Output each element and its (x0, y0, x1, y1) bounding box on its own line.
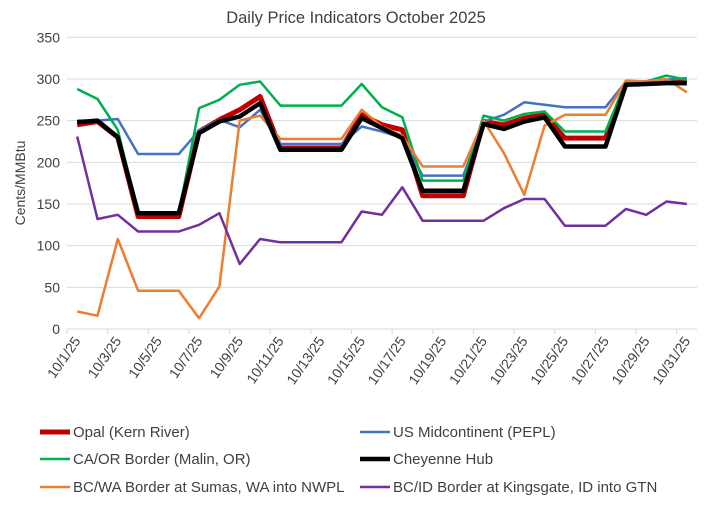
x-tick-label: 10/31/25 (649, 333, 693, 387)
legend-item: BC/WA Border at Sumas, WA into NWPL (40, 479, 344, 496)
legend-label: BC/WA Border at Sumas, WA into NWPL (73, 479, 344, 496)
x-tick-label: 10/15/25 (324, 333, 368, 387)
legend-label: Cheyenne Hub (393, 451, 493, 468)
x-tick-label: 10/5/25 (125, 333, 165, 381)
legend-item: Opal (Kern River) (40, 424, 190, 441)
series-line-1 (77, 76, 687, 177)
y-axis-label: Cents/MMBtu (12, 141, 28, 226)
y-tick-label: 100 (37, 238, 61, 254)
chart-title: Daily Price Indicators October 2025 (226, 9, 486, 27)
series-line-0 (76, 78, 688, 219)
legend-label: Opal (Kern River) (73, 424, 190, 441)
x-tick-label: 10/11/25 (243, 333, 287, 386)
x-tick-label: 10/29/25 (608, 333, 652, 387)
x-tick-label: 10/3/25 (84, 333, 124, 381)
y-tick-label: 350 (37, 29, 61, 45)
series-line-3 (77, 80, 687, 216)
y-tick-label: 0 (52, 321, 60, 337)
x-tick-label: 10/21/25 (446, 333, 490, 387)
series-line-5 (75, 136, 687, 266)
x-tick-label: 10/13/25 (283, 333, 327, 387)
series-lines (75, 74, 688, 320)
gridlines (66, 36, 697, 334)
y-tick-label: 250 (37, 113, 61, 129)
x-tick-label: 10/19/25 (405, 333, 449, 387)
y-tick-label: 50 (44, 279, 60, 295)
x-tick-label: 10/1/25 (44, 333, 84, 381)
legend-item: CA/OR Border (Malin, OR) (40, 451, 251, 468)
x-tick-labels: 10/1/25 10/3/25 10/5/25 10/7/25 10/9/2510/11… (44, 333, 694, 387)
x-tick-label: 10/27/25 (568, 333, 612, 387)
y-tick-labels: 0 50 100 150 200 250 300 350 (37, 29, 61, 337)
series-line-4 (76, 77, 688, 320)
legend-item: BC/ID Border at Kingsgate, ID into GTN (360, 479, 657, 496)
legend-label: BC/ID Border at Kingsgate, ID into GTN (393, 479, 657, 496)
x-tick-label: 10/17/25 (364, 333, 408, 387)
y-tick-label: 200 (37, 154, 61, 170)
legend-label: US Midcontinent (PEPL) (393, 424, 556, 441)
x-tick-label: 10/7/25 (166, 333, 206, 381)
y-tick-label: 300 (37, 71, 61, 87)
legend-item: Cheyenne Hub (360, 451, 493, 468)
legend-label: CA/OR Border (Malin, OR) (73, 451, 251, 468)
legend: Opal (Kern River) US Midcontinent (PEPL) C… (40, 424, 657, 496)
x-tick-label: 10/9/25 (206, 333, 246, 381)
legend-item: US Midcontinent (PEPL) (360, 424, 556, 441)
y-tick-label: 150 (37, 196, 61, 212)
x-tick-label: 10/25/25 (527, 333, 571, 387)
x-tick-label: 10/23/25 (486, 333, 530, 387)
